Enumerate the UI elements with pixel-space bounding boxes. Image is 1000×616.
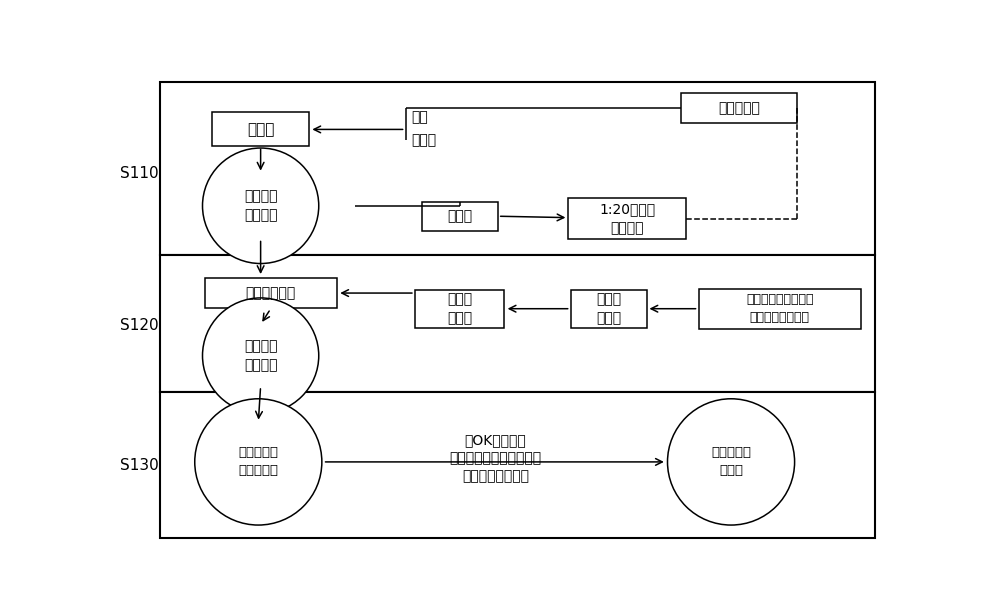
Text: 硬数据: 硬数据 xyxy=(447,209,472,223)
FancyBboxPatch shape xyxy=(698,288,861,329)
Text: 先验概率
密度函数: 先验概率 密度函数 xyxy=(244,189,277,222)
Ellipse shape xyxy=(202,148,319,264)
Text: S130: S130 xyxy=(120,458,158,472)
Text: S110: S110 xyxy=(120,166,158,181)
FancyBboxPatch shape xyxy=(205,278,337,309)
Text: 协方差: 协方差 xyxy=(412,133,437,147)
Text: 均値、方差、平均绝对误: 均値、方差、平均绝对误 xyxy=(449,451,542,465)
Text: S120: S120 xyxy=(120,318,158,333)
Text: 后验概率
密度函数: 后验概率 密度函数 xyxy=(244,339,277,373)
FancyBboxPatch shape xyxy=(160,83,875,255)
FancyBboxPatch shape xyxy=(160,255,875,392)
FancyBboxPatch shape xyxy=(422,201,498,231)
Text: 贝叶斯条件化: 贝叶斯条件化 xyxy=(246,286,296,300)
FancyBboxPatch shape xyxy=(415,290,504,328)
FancyBboxPatch shape xyxy=(160,392,875,538)
FancyBboxPatch shape xyxy=(568,198,686,239)
FancyBboxPatch shape xyxy=(681,94,797,123)
Text: 地球化学异
常信息识别: 地球化学异 常信息识别 xyxy=(238,447,278,477)
Ellipse shape xyxy=(202,298,319,413)
FancyBboxPatch shape xyxy=(212,112,309,147)
Text: 地球化学异
常评价: 地球化学异 常评价 xyxy=(711,447,751,477)
Text: 1:20万地球
化学数据: 1:20万地球 化学数据 xyxy=(599,202,655,235)
Text: 最大燵: 最大燵 xyxy=(247,122,274,137)
FancyBboxPatch shape xyxy=(571,290,647,328)
Text: 期望: 期望 xyxy=(412,110,428,124)
Text: 概率型
软数据: 概率型 软数据 xyxy=(447,292,472,325)
Text: 最大似然法: 最大似然法 xyxy=(718,101,760,115)
Ellipse shape xyxy=(195,399,322,525)
Ellipse shape xyxy=(668,399,795,525)
Text: 差、均方根中误差: 差、均方根中误差 xyxy=(462,469,529,483)
Text: 坡度、坡向、地形起
伏度、平均降雨量: 坡度、坡向、地形起 伏度、平均降雨量 xyxy=(746,293,814,324)
Text: 与OK结果对比: 与OK结果对比 xyxy=(465,433,526,447)
Text: 地理加
权回归: 地理加 权回归 xyxy=(596,292,621,325)
